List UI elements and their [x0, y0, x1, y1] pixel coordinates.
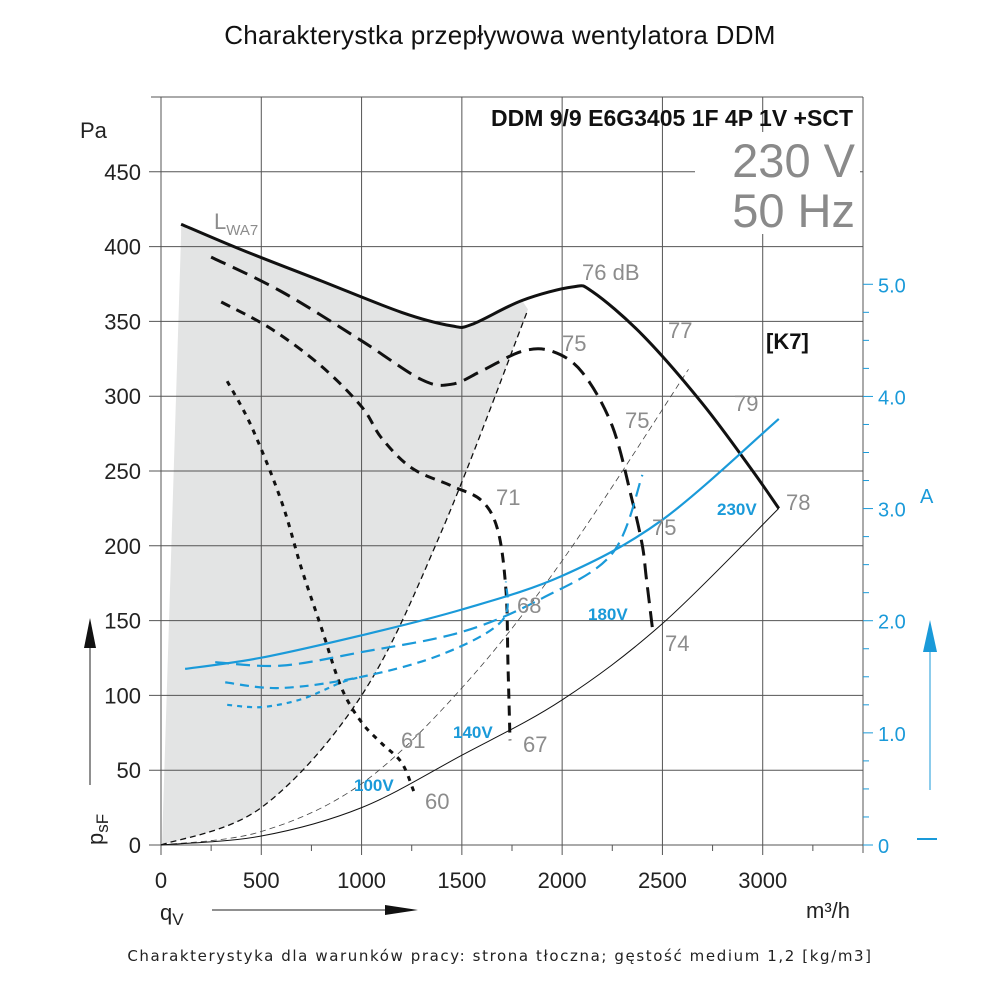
x-tick-label: 2500	[638, 868, 687, 893]
footer-note: Charakterystyka dla warunków pracy: stro…	[127, 947, 873, 965]
y2-tick-label: 4.0	[878, 387, 906, 409]
x-tick-label: 2000	[538, 868, 587, 893]
sound-level-79: 79	[734, 391, 758, 416]
y-tick-label: 100	[104, 683, 141, 708]
sound-level-77: 77	[668, 318, 692, 343]
header-backdrop	[695, 132, 860, 234]
y-axis-unit: Pa	[80, 118, 108, 143]
voltage-label: 230 V	[732, 134, 855, 187]
y2-tick-label: 5.0	[878, 275, 906, 297]
sound-power-label-main: L	[214, 209, 226, 234]
y2-tick-label: 1.0	[878, 724, 906, 746]
pressure-curve-180v	[210, 255, 654, 629]
svg-text:psF: psF	[83, 814, 112, 845]
pressure-curve-100v	[225, 380, 416, 792]
sound-level-75a: 75	[562, 331, 586, 356]
sound-level-74: 74	[665, 631, 689, 656]
operating-shade-area	[161, 224, 528, 845]
sound-level-75b: 75	[625, 408, 649, 433]
x-tick-label: 0	[155, 868, 167, 893]
y-axis-arrow-icon	[84, 618, 96, 648]
code-label: [K7]	[766, 329, 809, 354]
y-tick-label: 250	[104, 459, 141, 484]
grid: 0 500 1000 1500 2000 2500 3000 0 50 100 150 200 250 3…	[104, 96, 864, 893]
curve-label-230v: 230V	[717, 500, 757, 519]
sound-level-61: 61	[401, 728, 425, 753]
system-curve-system-2	[160, 369, 689, 846]
current-curve-140v	[225, 581, 509, 690]
x-tick-label: 1000	[337, 868, 386, 893]
y2-axis-unit: A	[920, 486, 934, 508]
current-curve-100v	[227, 675, 362, 709]
system-curve-system-1	[160, 508, 780, 846]
sound-level-60: 60	[425, 789, 449, 814]
x-tick-label: 3000	[738, 868, 787, 893]
x-axis-label-main: q	[160, 900, 172, 925]
curve-label-180v: 180V	[588, 605, 628, 624]
y2-tick-label: 3.0	[878, 500, 906, 522]
y-tick-label: 50	[117, 758, 141, 783]
sound-level-78: 78	[786, 490, 810, 515]
curve-label-140v: 140V	[453, 723, 493, 742]
y-tick-label: 200	[104, 534, 141, 559]
sound-level-67: 67	[523, 732, 547, 757]
x-axis-label-sub: V	[172, 910, 184, 929]
sound-level-76db: 76 dB	[582, 260, 640, 285]
y2-axis-arrow-icon	[923, 620, 937, 652]
y-axis-label-sub: sF	[93, 814, 112, 833]
y-tick-label: 0	[129, 833, 141, 858]
current-curves	[184, 418, 780, 709]
sound-level-71: 71	[496, 485, 520, 510]
sound-level-68: 68	[517, 593, 541, 618]
y-tick-label: 150	[104, 609, 141, 634]
shaded-region	[161, 224, 528, 845]
page-title: Charakterystka przepływowa wentylatora D…	[224, 20, 776, 50]
frequency-label: 50 Hz	[732, 184, 855, 237]
sound-power-label: LWA7	[214, 209, 258, 239]
fan-characteristic-chart: 0 500 1000 1500 2000 2500 30000501001502002503…	[80, 96, 937, 929]
y-tick-label: 300	[104, 384, 141, 409]
y-axis-label: psF	[83, 814, 112, 845]
axes: 0 1.0 2.0 3.0 4.0 5.0	[863, 275, 906, 858]
y-tick-label: 400	[104, 235, 141, 260]
y2-tick-label: 2.0	[878, 612, 906, 634]
x-tick-label: 500	[243, 868, 280, 893]
x-axis-unit: m³/h	[806, 898, 850, 923]
y-axis-label-main: p	[83, 833, 108, 845]
y2-tick-label: 0	[878, 836, 889, 858]
current-curve-180v	[215, 474, 644, 668]
x-axis-arrow-icon	[385, 905, 418, 915]
sound-power-label-sub: WA7	[226, 222, 258, 239]
current-curve-230v	[184, 418, 780, 670]
x-axis-label: qV	[160, 900, 184, 929]
sound-level-75c: 75	[652, 515, 676, 540]
y-tick-label: 350	[104, 309, 141, 334]
x-tick-label: 1500	[437, 868, 486, 893]
pressure-curve-230v	[180, 222, 781, 510]
chart-title: DDM 9/9 E6G3405 1F 4P 1V +SCT	[491, 105, 853, 131]
y-tick-label: 450	[104, 160, 141, 185]
curve-label-100v: 100V	[354, 776, 394, 795]
